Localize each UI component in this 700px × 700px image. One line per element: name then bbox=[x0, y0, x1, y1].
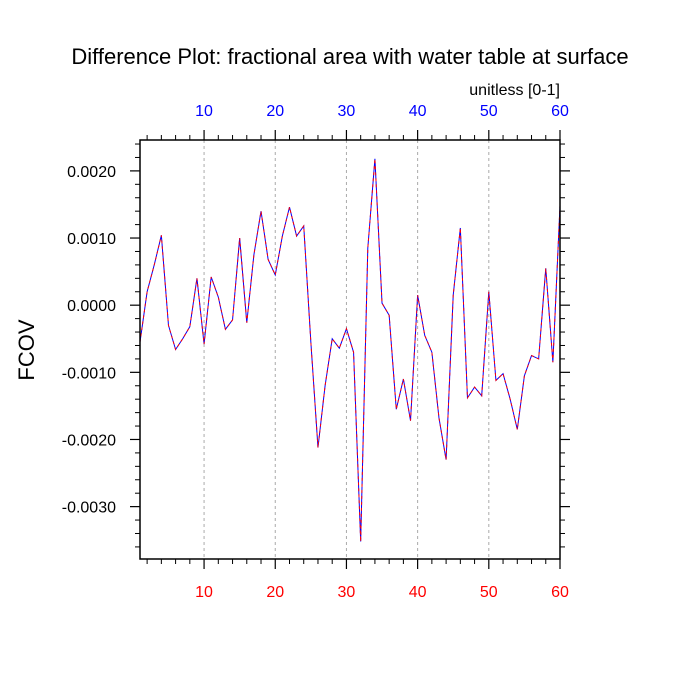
x-tick-label-bottom: 20 bbox=[266, 584, 284, 601]
series-layer bbox=[139, 158, 561, 542]
series-line-dashed bbox=[139, 158, 561, 542]
x-tick-label-top: 60 bbox=[551, 103, 569, 120]
x-tick-label-bottom: 60 bbox=[551, 584, 569, 601]
x-tick-label-top: 30 bbox=[338, 103, 356, 120]
y-tick-label: -0.0010 bbox=[62, 365, 116, 382]
y-tick-label: -0.0020 bbox=[62, 432, 116, 449]
plot-frame bbox=[139, 139, 561, 560]
tick-labels: 10 10 20 20 30 30 40 40 50 50 60 60 0.0020 0.0010 0.00… bbox=[62, 103, 569, 601]
top-axis-units: unitless [0-1] bbox=[469, 82, 560, 99]
x-tick-label-top: 20 bbox=[266, 103, 284, 120]
chart-title: Difference Plot: fractional area with wa… bbox=[71, 44, 628, 69]
x-tick-label-top: 10 bbox=[195, 103, 213, 120]
x-tick-label-top: 40 bbox=[409, 103, 427, 120]
y-tick-label: -0.0030 bbox=[62, 500, 116, 517]
x-tick-label-bottom: 30 bbox=[338, 584, 356, 601]
minor-ticks bbox=[135, 135, 565, 564]
y-tick-label: 0.0010 bbox=[67, 231, 116, 248]
grid-lines bbox=[203, 140, 561, 559]
x-tick-label-bottom: 50 bbox=[480, 584, 498, 601]
y-tick-label: 0.0020 bbox=[67, 164, 116, 181]
x-tick-label-bottom: 10 bbox=[195, 584, 213, 601]
x-tick-label-bottom: 40 bbox=[409, 584, 427, 601]
major-ticks bbox=[130, 130, 570, 569]
x-tick-label-top: 50 bbox=[480, 103, 498, 120]
series-line bbox=[139, 158, 561, 542]
y-tick-label: 0.0000 bbox=[67, 298, 116, 315]
y-axis-label: FCOV bbox=[14, 319, 39, 380]
